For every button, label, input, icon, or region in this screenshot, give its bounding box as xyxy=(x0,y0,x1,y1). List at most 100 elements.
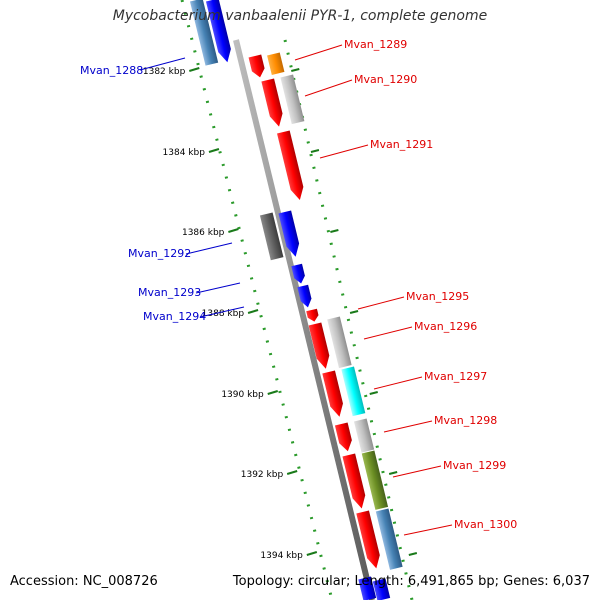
scale-tick-label: 1386 kbp xyxy=(182,228,225,238)
gene-arrow-shape xyxy=(341,366,366,417)
gene-label[interactable]: Mvan_1299 xyxy=(443,459,506,472)
gene-arrow-shape xyxy=(327,316,352,369)
gene-feature[interactable] xyxy=(372,578,391,601)
scale-tick-mark xyxy=(291,68,300,72)
gene-arrow-shape xyxy=(375,508,403,570)
gene-label-leader xyxy=(363,326,413,340)
gene-feature[interactable] xyxy=(291,263,306,285)
gene-feature[interactable] xyxy=(259,212,284,261)
scale-tick-mark xyxy=(310,149,320,153)
gene-feature[interactable] xyxy=(248,54,267,78)
gene-feature[interactable] xyxy=(297,284,313,309)
gene-arrow-shape xyxy=(291,263,305,284)
gene-arrow-shape xyxy=(280,74,305,125)
gene-feature[interactable] xyxy=(356,510,382,569)
gene-arrow-shape xyxy=(297,284,312,308)
scale-tick-label: 1382 kbp xyxy=(143,67,186,77)
scale-tick-label: 1390 kbp xyxy=(221,390,264,400)
scale-tick-label: 1392 kbp xyxy=(241,470,284,480)
gene-feature[interactable] xyxy=(327,316,352,369)
gene-arrow-shape xyxy=(277,130,304,201)
genome-summary-text: Topology: circular; Length: 6,491,865 bp… xyxy=(232,574,590,589)
gene-arrow-shape xyxy=(259,212,284,261)
scale-tick-mark xyxy=(188,67,200,72)
gene-label[interactable]: Mvan_1292 xyxy=(128,247,191,260)
gene-label-leader xyxy=(403,524,453,536)
gene-feature[interactable] xyxy=(277,130,306,201)
gene-arrow-shape xyxy=(322,370,343,417)
gene-label[interactable]: Mvan_1293 xyxy=(138,286,201,299)
gene-label-leader xyxy=(304,79,353,97)
gene-label[interactable]: Mvan_1296 xyxy=(414,320,477,333)
gene-label-leader xyxy=(139,57,186,71)
scale-ticks: 1382 kbp 1384 kbp 1386 kbp 1388 kbp 1390 kbp… xyxy=(143,67,418,561)
gene-feature[interactable] xyxy=(261,78,285,128)
gene-arrow-shape xyxy=(261,78,283,127)
gene-feature[interactable] xyxy=(267,52,285,75)
gene-label-leader xyxy=(383,420,433,433)
gene-arrow-shape xyxy=(358,576,377,601)
genome-backbone xyxy=(233,39,375,601)
gene-arrow-shape xyxy=(248,54,265,78)
gene-arrow-shape xyxy=(267,52,285,75)
gene-label[interactable]: Mvan_1297 xyxy=(424,370,487,383)
scale-tick-mark xyxy=(267,390,279,395)
gene-label-leader xyxy=(294,44,343,61)
gene-feature[interactable] xyxy=(308,322,332,370)
forward-strand-guide xyxy=(283,39,414,601)
gene-feature[interactable] xyxy=(334,422,354,452)
gene-label-leader xyxy=(319,144,369,159)
gene-arrow-shape xyxy=(356,510,380,569)
gene-label[interactable]: Mvan_1298 xyxy=(434,414,497,427)
genome-title: Mycobacterium vanbaalenii PYR-1, complet… xyxy=(112,8,488,24)
scale-tick-mark xyxy=(330,229,339,233)
gene-label[interactable]: Mvan_1295 xyxy=(406,290,469,303)
gene-label[interactable]: Mvan_1291 xyxy=(370,138,433,151)
gene-features xyxy=(189,0,403,601)
gene-arrow-shape xyxy=(189,0,219,66)
gene-feature[interactable] xyxy=(189,0,219,66)
gene-feature[interactable] xyxy=(353,418,375,453)
gene-label-leader xyxy=(373,376,423,390)
gene-label[interactable]: Mvan_1300 xyxy=(454,518,517,531)
gene-feature[interactable] xyxy=(205,0,234,64)
scale-tick-label: 1388 kbp xyxy=(202,309,245,319)
scale-tick-mark xyxy=(388,471,398,475)
scale-tick-mark xyxy=(247,309,259,314)
scale-tick-mark xyxy=(228,228,239,233)
gene-feature[interactable] xyxy=(361,450,389,510)
gene-feature[interactable] xyxy=(278,210,301,258)
gene-label-leader xyxy=(357,296,405,310)
gene-labels: Mvan_1288 Mvan_1289 Mvan_1290 Mvan_1291 Mvan… xyxy=(80,38,517,536)
gene-feature[interactable] xyxy=(280,74,305,125)
scale-tick-mark xyxy=(349,310,359,314)
gene-label[interactable]: Mvan_1290 xyxy=(354,73,417,86)
gene-feature[interactable] xyxy=(358,576,377,601)
gene-label-leader xyxy=(185,242,233,255)
gene-label[interactable]: Mvan_1294 xyxy=(143,310,206,323)
gene-feature[interactable] xyxy=(375,508,403,570)
scale-tick-mark xyxy=(208,148,220,153)
gene-feature[interactable] xyxy=(341,366,366,417)
gene-label[interactable]: Mvan_1289 xyxy=(344,38,407,51)
gene-arrow-shape xyxy=(306,308,319,322)
gene-arrow-shape xyxy=(334,422,352,452)
gene-feature[interactable] xyxy=(342,453,368,510)
accession-text: Accession: NC_008726 xyxy=(10,574,158,589)
gene-arrow-shape xyxy=(278,210,300,257)
gene-arrow-shape xyxy=(372,578,391,601)
scale-tick-label: 1384 kbp xyxy=(163,148,206,158)
scale-tick-label: 1394 kbp xyxy=(260,551,303,561)
gene-arrow-shape xyxy=(342,453,366,509)
gene-label[interactable]: Mvan_1288 xyxy=(80,64,143,77)
gene-arrow-shape xyxy=(353,418,375,453)
gene-label-leader xyxy=(195,282,241,294)
gene-arrow-shape xyxy=(361,450,389,510)
scale-tick-mark xyxy=(408,552,418,556)
gene-feature[interactable] xyxy=(322,370,345,418)
scale-tick-mark xyxy=(286,470,298,475)
gene-feature[interactable] xyxy=(306,308,320,323)
scale-tick-mark xyxy=(369,391,378,395)
